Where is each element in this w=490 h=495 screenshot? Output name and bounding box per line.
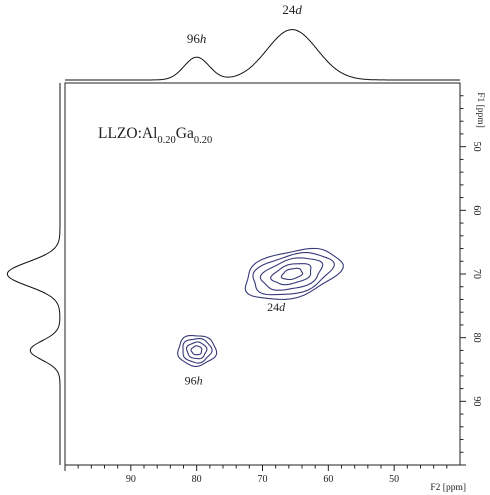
- contour-96h-level-2: [182, 337, 213, 364]
- x-tick-label: 50: [389, 474, 399, 485]
- x-axis: 90 80 70 60 50: [64, 465, 448, 485]
- x-tick-label: 80: [192, 474, 202, 485]
- top-projection-trace: [65, 29, 460, 81]
- x-tick-label: 90: [126, 474, 136, 485]
- top-peak-label-24d: 24d: [282, 2, 302, 17]
- x-tick-label: 60: [323, 474, 333, 485]
- top-peak-label-96h: 96h: [187, 31, 207, 46]
- contour-96h-level-1: [177, 334, 218, 367]
- sample-label: LLZO:Al0.20Ga0.20: [98, 125, 212, 146]
- y-tick-label: 90: [471, 396, 482, 406]
- contour-24d-level-1: [244, 247, 344, 300]
- contour-24d-level-5: [280, 267, 304, 281]
- y-axis-label: F1 [ppm]: [475, 92, 485, 128]
- y-tick-label: 60: [471, 205, 482, 215]
- y-tick-label: 80: [471, 333, 482, 343]
- x-tick-label: 70: [258, 474, 268, 485]
- y-tick-label: 50: [471, 142, 482, 152]
- contour-96h-level-3: [185, 341, 208, 360]
- x-axis-label: F2 [ppm]: [430, 483, 466, 493]
- contour-label-96h: 96h: [185, 373, 203, 387]
- contour-24d-level-2: [252, 252, 335, 296]
- contour-24d-level-4: [270, 263, 312, 286]
- left-projection-trace: [6, 83, 61, 465]
- left-projection: [6, 83, 61, 465]
- contour-96h-level-4: [190, 345, 203, 356]
- y-tick-label: 70: [471, 269, 482, 279]
- contour-layer: [177, 247, 344, 367]
- contour-label-24d: 24d: [267, 300, 286, 314]
- top-projection: [65, 29, 460, 81]
- y-axis: 50 60 70 80 90: [460, 95, 482, 466]
- contour-24d-level-3: [259, 257, 324, 291]
